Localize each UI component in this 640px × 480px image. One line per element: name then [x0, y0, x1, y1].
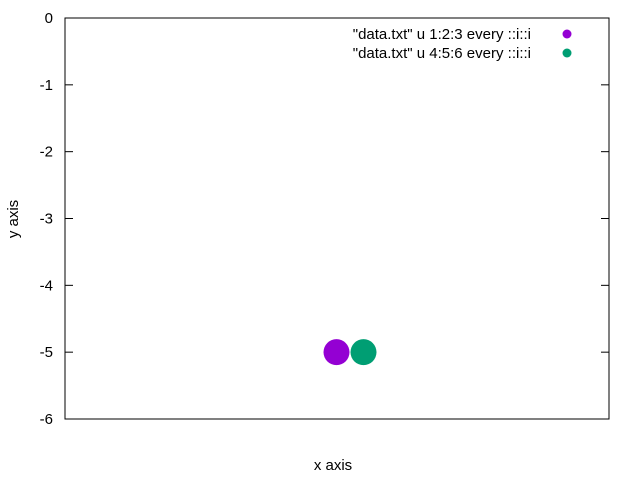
y-axis: 0 -1 -2 -3 -4 -5 -6	[40, 10, 609, 428]
y-tick-label: -5	[40, 344, 53, 361]
y-axis-label: y axis	[5, 200, 22, 238]
legend-entry-label: "data.txt" u 4:5:6 every ::i::i	[353, 45, 531, 62]
y-tick-label: -4	[40, 277, 53, 294]
y-tick-label: -6	[40, 411, 53, 428]
legend-marker	[562, 29, 572, 39]
legend-entry-label: "data.txt" u 1:2:3 every ::i::i	[353, 26, 531, 43]
x-axis-label: x axis	[314, 457, 352, 474]
y-tick-label: -2	[40, 144, 53, 161]
y-tick-label: 0	[45, 10, 53, 27]
y-tick-label: -1	[40, 77, 53, 94]
data-point	[323, 339, 350, 366]
data-point	[350, 339, 377, 366]
y-tick-label: -3	[40, 211, 53, 228]
legend-marker	[562, 48, 572, 58]
data-points	[323, 339, 377, 366]
legend: "data.txt" u 1:2:3 every ::i::i"data.txt…	[353, 26, 572, 62]
